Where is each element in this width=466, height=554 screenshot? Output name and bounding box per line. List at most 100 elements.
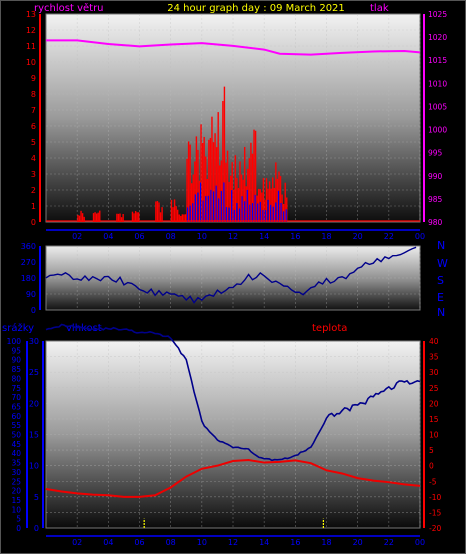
wind-x-tick-label: 02 [72,232,82,241]
climate-x-tick-label: 18 [321,538,331,547]
direction-y-tick-label: 360 [21,242,36,251]
climate-x-tick-label: 16 [290,538,300,547]
pressure-y-tick-label: 1005 [428,102,447,111]
humidity-y-tick-label: 20 [29,399,39,408]
rain-y-tick-label: 30 [11,468,21,477]
rain-y-tick-label: 40 [11,449,21,458]
direction-label-n-bottom: N [437,306,445,319]
pressure-y-tick-label: 995 [428,149,443,158]
wind-x-tick-label: 20 [353,232,363,241]
wind-x-tick-label: 10 [197,232,207,241]
wind-x-tick-label: 18 [321,232,331,241]
wind-y-tick-label: 6 [31,122,36,131]
rain-y-tick-label: 70 [11,393,21,402]
wind-x-tick-label: 12 [228,232,238,241]
direction-label-e: E [437,291,444,304]
pressure-y-tick-label: 985 [428,195,443,204]
wind-y-tick-label: 7 [31,106,36,115]
wind-direction-line [45,246,417,304]
wind-x-tick-label: 22 [384,232,394,241]
wind-y-tick-label: 10 [26,58,36,67]
rain-y-tick-label: 95 [11,346,21,355]
rain-y-tick-label: 5 [16,515,21,524]
pressure-y-tick-label: 1020 [428,33,447,42]
wind-y-tick-label: 1 [31,202,36,211]
pressure-y-tick-label: 1010 [428,79,447,88]
temperature-y-tick-label: 0 [429,462,434,471]
wind-y-tick-label: 4 [31,154,36,163]
wind-y-tick-label: 5 [31,138,36,147]
direction-label-w: W [437,257,448,270]
humidity-y-tick-label: 10 [29,462,39,471]
temperature-y-tick-label: 5 [429,446,434,455]
rain-title: srážky [2,322,34,334]
direction-y-tick-label: 0 [31,306,36,315]
climate-x-tick-label: 02 [72,538,82,547]
temperature-y-tick-label: 30 [429,368,439,377]
temperature-y-tick-label: -15 [429,508,441,517]
climate-x-tick-label: 00 [415,538,425,547]
climate-x-tick-label: 04 [103,538,113,547]
wind-title: rychlost větru [34,2,104,14]
wind-y-tick-label: 13 [26,10,36,19]
pressure-y-tick-label: 980 [428,218,443,227]
temperature-y-tick-label: 10 [429,431,439,440]
temperature-y-tick-label: -10 [429,493,441,502]
rain-y-tick-label: 85 [11,365,21,374]
pressure-title: tlak [370,3,389,14]
direction-y-tick-label: 180 [21,274,36,283]
rain-y-tick-label: 15 [11,496,21,505]
temperature-y-tick-label: -5 [429,477,437,486]
rain-y-tick-label: 25 [11,477,21,486]
climate-x-tick-label: 08 [166,538,176,547]
direction-label-n-top: N [437,239,445,252]
climate-x-tick-label: 22 [384,538,394,547]
pressure-y-tick-label: 1015 [428,56,447,65]
rain-y-tick-label: 75 [11,384,21,393]
humidity-y-tick-label: 30 [29,337,39,346]
temperature-y-tick-label: 25 [429,384,439,393]
rain-y-tick-label: 65 [11,402,21,411]
wind-y-tick-label: 2 [31,186,36,195]
temperature-y-tick-label: 20 [429,399,439,408]
pressure-y-tick-label: 1000 [428,126,447,135]
climate-x-tick-label: 10 [197,538,207,547]
temperature-line [45,459,421,498]
pressure-line [46,39,421,56]
humidity-y-tick-label: 25 [29,368,39,377]
climate-x-tick-label: 06 [134,538,144,547]
wind-y-tick-label: 3 [31,170,36,179]
rain-y-tick-label: 60 [11,412,21,421]
pressure-y-tick-label: 1025 [428,10,447,19]
temperature-title: teplota [312,323,347,334]
pressure-y-tick-label: 990 [428,172,443,181]
rain-y-tick-label: 0 [16,524,21,533]
rain-y-tick-label: 55 [11,421,21,430]
direction-label-s: S [437,274,444,287]
temperature-y-tick-label: 35 [429,353,439,362]
direction-y-tick-label: 90 [26,290,36,299]
rain-y-tick-label: 10 [11,505,21,514]
wind-y-tick-label: 8 [31,90,36,99]
wind-x-tick-label: 06 [134,232,144,241]
climate-x-tick-label: 20 [353,538,363,547]
humidity-line [45,323,421,462]
humidity-y-tick-label: 0 [34,524,39,533]
humidity-y-tick-label: 5 [34,493,39,502]
rain-y-tick-label: 80 [11,374,21,383]
temperature-y-tick-label: 40 [429,337,439,346]
rain-y-tick-label: 90 [11,356,21,365]
rain-y-tick-label: 45 [11,440,21,449]
temperature-y-tick-label: 15 [429,415,439,424]
climate-x-tick-label: 14 [259,538,269,547]
wind-y-tick-label: 0 [31,218,36,227]
rain-y-tick-label: 35 [11,459,21,468]
wind-x-tick-label: 04 [103,232,113,241]
wind-y-tick-label: 9 [31,74,36,83]
wind-x-tick-label: 00 [415,232,425,241]
rain-y-tick-label: 100 [7,337,22,346]
wind-y-tick-label: 12 [26,26,36,35]
rain-y-tick-label: 50 [11,431,21,440]
